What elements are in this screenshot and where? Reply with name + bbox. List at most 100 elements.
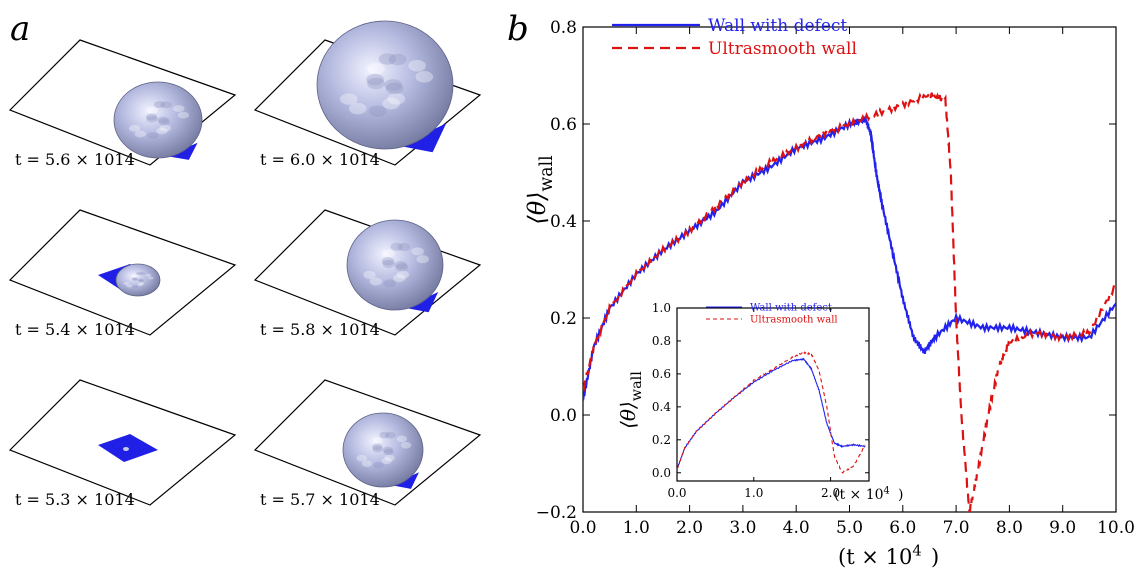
x-tick-label: 2.0	[676, 518, 703, 538]
bubble-texture	[145, 113, 158, 121]
snapshot-3: t = 5.4 × 1014	[8, 209, 237, 339]
bubble-texture	[381, 257, 395, 266]
x-axis-label: (t × 104	[838, 543, 922, 569]
bubble-texture	[390, 242, 403, 251]
bubble-texture	[139, 272, 145, 276]
x-tick-label: 8.0	[996, 518, 1023, 538]
snapshot-6: t = 5.7 × 1014	[253, 379, 482, 509]
x-axis-label-close: )	[931, 545, 939, 569]
panel-b: b 0.0 1.0 2.0 3.0 4.0 5.0 6.0 7.0 8.0 9.0 10.0 −0.2…	[507, 9, 1135, 569]
start: t = 5.8 × 1014	[260, 320, 380, 339]
wall-plane	[8, 209, 237, 336]
series-ultrasmooth-wall	[677, 350, 866, 474]
bubble-texture	[383, 448, 394, 456]
bubble-texture	[372, 437, 383, 444]
bubble-texture	[387, 93, 406, 105]
bubble	[342, 412, 424, 488]
y-tick-label: 0.4	[652, 400, 671, 414]
bubble-texture	[177, 111, 190, 119]
bubble-texture	[379, 431, 390, 439]
bubble-texture	[145, 273, 152, 277]
wall-plane	[8, 39, 237, 166]
y-tick-label: 0.8	[550, 18, 577, 38]
bubble-texture	[416, 255, 429, 264]
bubble-texture	[158, 118, 171, 126]
x-tick-label: 5.0	[836, 518, 863, 538]
start: t = 5.6 × 1014	[15, 150, 135, 169]
bubble-texture	[388, 53, 407, 66]
start: t = 5.7 × 1014	[260, 490, 380, 509]
bubble-texture	[138, 279, 145, 283]
panel-a-label: a	[10, 9, 30, 49]
bubble-texture	[146, 115, 158, 123]
x-axis-label-close: )	[898, 487, 903, 503]
bubble-texture	[146, 106, 158, 114]
bubble-texture	[373, 461, 384, 469]
inset-chart: 0.0 1.0 2.0 0.0 0.2 0.4 0.6 0.8 1.0 Wall with def…	[616, 301, 903, 503]
bubble-texture	[382, 249, 395, 258]
x-tick-label: 1.0	[744, 486, 763, 500]
bubble-texture	[123, 282, 130, 285]
bubble-texture	[132, 278, 138, 282]
legend-label: Ultrasmooth wall	[750, 315, 838, 326]
bubble-texture	[366, 73, 384, 86]
bubble-texture	[411, 247, 424, 256]
x-tick-label: 9.0	[1049, 518, 1076, 538]
legend-label: Wall with defect	[750, 303, 832, 314]
x-tick-label: 1.0	[623, 518, 650, 538]
y-tick-label: 0.4	[550, 212, 577, 232]
bubble-texture	[159, 124, 172, 132]
bubble-texture	[156, 127, 168, 135]
bubble-texture	[381, 457, 392, 465]
y-tick-label: 1.0	[652, 301, 671, 315]
bubble-texture	[135, 272, 142, 275]
bubble	[115, 263, 161, 297]
bubble-texture	[397, 243, 411, 252]
y-tick-label: 0.0	[550, 406, 577, 426]
bubble-texture	[134, 130, 147, 138]
y-tick-label: 0.2	[550, 309, 577, 329]
bubble-texture	[408, 59, 426, 72]
bubble-texture	[361, 460, 373, 467]
bubble-texture	[132, 285, 139, 288]
bubble-texture	[131, 277, 138, 281]
x-tick-label: 0.0	[667, 486, 686, 500]
start: t = 5.3 × 1014	[15, 490, 135, 509]
bubble-texture	[368, 105, 387, 117]
nucleus-dot	[123, 447, 129, 451]
bubble-texture	[132, 274, 138, 278]
bubble-texture	[157, 116, 169, 124]
bubble-texture	[153, 101, 166, 108]
bubble-texture	[367, 62, 385, 75]
bubble-texture	[415, 71, 434, 83]
series-ultrasmooth-wall	[583, 90, 1116, 512]
bubble	[113, 81, 203, 159]
y-axis-label: ⟨θ⟩wall	[523, 155, 557, 224]
bubble-texture	[395, 263, 409, 272]
bubble-texture	[396, 435, 408, 443]
x-tick-label: 0.0	[569, 518, 596, 538]
x-tick-label: 4.0	[783, 518, 810, 538]
bubble-texture	[378, 53, 397, 65]
bubble-texture	[384, 79, 402, 91]
legend-label: Wall with defect	[708, 16, 847, 36]
bubble-texture	[369, 277, 382, 286]
plot-frame	[676, 307, 870, 482]
wall-plane	[253, 379, 482, 506]
y-tick-label: 0.0	[652, 466, 671, 480]
y-tick-label: 0.6	[652, 367, 671, 381]
x-axis-label: (t × 104	[834, 485, 890, 503]
y-tick-label: 0.2	[652, 433, 671, 447]
bubble-texture	[384, 454, 395, 462]
x-tick-label: 10.0	[1097, 518, 1135, 538]
bubble-texture	[383, 279, 396, 288]
y-axis-label: ⟨θ⟩wall	[616, 371, 645, 429]
bubble-texture	[393, 273, 406, 283]
snapshot-5: t = 5.3 × 1014	[8, 379, 237, 509]
bubble-texture	[363, 270, 376, 279]
bubble-texture	[173, 105, 185, 112]
bubble-texture	[371, 443, 383, 451]
bubble-texture	[400, 441, 412, 449]
bubble-texture	[382, 97, 401, 110]
